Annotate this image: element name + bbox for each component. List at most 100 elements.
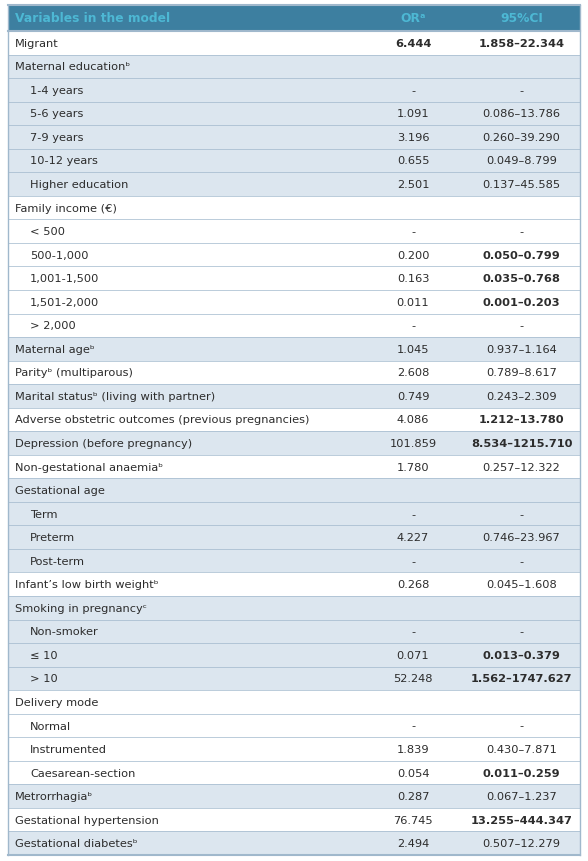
Bar	[8, 808, 580, 832]
Text: 500-1,000: 500-1,000	[30, 251, 89, 260]
Text: -: -	[519, 509, 523, 519]
Text: 13.255–444.347: 13.255–444.347	[470, 815, 573, 825]
Bar	[8, 32, 580, 55]
Bar	[8, 502, 580, 526]
Text: -: -	[411, 627, 415, 636]
Text: 5-6 years: 5-6 years	[30, 109, 83, 120]
Text: 1.780: 1.780	[397, 462, 429, 472]
Text: Maternal ageᵇ: Maternal ageᵇ	[15, 344, 95, 355]
Text: 0.049–8.799: 0.049–8.799	[486, 157, 557, 166]
Text: Metrorrhagiaᵇ: Metrorrhagiaᵇ	[15, 791, 93, 802]
Text: 1-4 years: 1-4 years	[30, 86, 83, 96]
Text: -: -	[411, 321, 415, 331]
Text: Instrumented: Instrumented	[30, 744, 107, 754]
Text: 7-9 years: 7-9 years	[30, 133, 83, 143]
Text: Migrant: Migrant	[15, 39, 59, 49]
Text: < 500: < 500	[30, 226, 65, 237]
Bar	[8, 431, 580, 455]
Text: Gestational diabetesᵇ: Gestational diabetesᵇ	[15, 839, 138, 848]
Bar	[8, 220, 580, 244]
Text: 0.746–23.967: 0.746–23.967	[483, 533, 560, 542]
Text: 76.745: 76.745	[393, 815, 433, 825]
Bar	[8, 102, 580, 126]
Text: -: -	[411, 509, 415, 519]
Text: 1,001-1,500: 1,001-1,500	[30, 274, 99, 284]
Text: 1.839: 1.839	[397, 744, 429, 754]
Text: Post-term: Post-term	[30, 556, 85, 566]
Bar	[8, 761, 580, 784]
Text: Adverse obstetric outcomes (previous pregnancies): Adverse obstetric outcomes (previous pre…	[15, 415, 309, 425]
Bar	[8, 173, 580, 196]
Text: > 2,000: > 2,000	[30, 321, 76, 331]
Text: 1,501-2,000: 1,501-2,000	[30, 297, 99, 307]
Text: Variables in the model: Variables in the model	[15, 13, 170, 26]
Text: Delivery mode: Delivery mode	[15, 697, 98, 707]
Bar	[8, 196, 580, 220]
Text: -: -	[411, 86, 415, 96]
Text: Preterm: Preterm	[30, 533, 75, 542]
Text: Normal: Normal	[30, 721, 71, 731]
Text: 0.268: 0.268	[397, 579, 429, 590]
Bar	[8, 267, 580, 291]
Text: 0.789–8.617: 0.789–8.617	[486, 368, 557, 378]
Text: -: -	[411, 721, 415, 731]
Text: 4.086: 4.086	[397, 415, 429, 425]
Text: 3.196: 3.196	[397, 133, 429, 143]
Text: 1.562–1747.627: 1.562–1747.627	[471, 673, 572, 684]
Text: 0.067–1.237: 0.067–1.237	[486, 791, 557, 802]
Text: -: -	[519, 226, 523, 237]
Bar	[8, 691, 580, 714]
Bar	[8, 737, 580, 761]
Text: Caesarean-section: Caesarean-section	[30, 768, 135, 777]
Text: ORᵃ: ORᵃ	[400, 13, 426, 26]
Text: 1.091: 1.091	[397, 109, 429, 120]
Bar	[8, 291, 580, 314]
Text: Marital statusᵇ (living with partner): Marital statusᵇ (living with partner)	[15, 392, 215, 401]
Text: 0.045–1.608: 0.045–1.608	[486, 579, 557, 590]
Text: -: -	[519, 627, 523, 636]
Text: 1.858–22.344: 1.858–22.344	[479, 39, 564, 49]
Bar	[8, 549, 580, 573]
Text: Higher education: Higher education	[30, 180, 128, 189]
Text: 0.137–45.585: 0.137–45.585	[482, 180, 560, 189]
Text: 0.011–0.259: 0.011–0.259	[483, 768, 560, 777]
Text: 0.054: 0.054	[397, 768, 429, 777]
Text: 0.430–7.871: 0.430–7.871	[486, 744, 557, 754]
Text: Parityᵇ (multiparous): Parityᵇ (multiparous)	[15, 368, 133, 378]
Text: > 10: > 10	[30, 673, 58, 684]
Bar	[8, 620, 580, 643]
Text: 0.507–12.279: 0.507–12.279	[483, 839, 560, 848]
Bar	[8, 55, 580, 79]
Bar	[8, 150, 580, 173]
Text: -: -	[519, 86, 523, 96]
Text: 2.501: 2.501	[397, 180, 429, 189]
Text: 0.243–2.309: 0.243–2.309	[486, 392, 557, 401]
Text: 0.937–1.164: 0.937–1.164	[486, 344, 557, 355]
Bar	[8, 126, 580, 150]
Text: 10-12 years: 10-12 years	[30, 157, 98, 166]
Bar	[8, 526, 580, 549]
Text: 101.859: 101.859	[389, 438, 436, 449]
Text: 4.227: 4.227	[397, 533, 429, 542]
Text: Term: Term	[30, 509, 58, 519]
Text: -: -	[411, 226, 415, 237]
Text: 0.013–0.379: 0.013–0.379	[483, 650, 560, 660]
Text: 0.287: 0.287	[397, 791, 429, 802]
Text: Maternal educationᵇ: Maternal educationᵇ	[15, 62, 131, 72]
Bar	[8, 361, 580, 385]
Bar	[8, 573, 580, 597]
Text: Family income (€): Family income (€)	[15, 203, 117, 214]
Text: 0.200: 0.200	[397, 251, 429, 260]
Text: 0.260–39.290: 0.260–39.290	[483, 133, 560, 143]
Bar	[8, 479, 580, 502]
Text: Gestational age: Gestational age	[15, 486, 105, 496]
Text: 0.071: 0.071	[397, 650, 429, 660]
Text: 0.086–13.786: 0.086–13.786	[483, 109, 560, 120]
Text: 1.045: 1.045	[397, 344, 429, 355]
Text: 0.001–0.203: 0.001–0.203	[483, 297, 560, 307]
Text: Gestational hypertension: Gestational hypertension	[15, 815, 159, 825]
Text: Infant’s low birth weightᵇ: Infant’s low birth weightᵇ	[15, 579, 159, 590]
Bar	[8, 385, 580, 408]
Text: 2.608: 2.608	[397, 368, 429, 378]
Text: -: -	[411, 556, 415, 566]
